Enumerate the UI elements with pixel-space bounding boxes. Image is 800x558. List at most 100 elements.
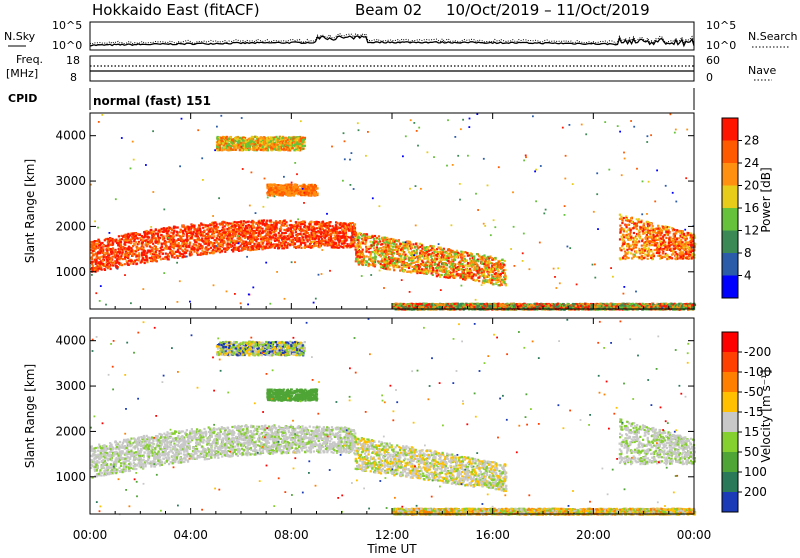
data-cell xyxy=(421,272,423,274)
data-cell xyxy=(619,238,621,240)
data-cell xyxy=(408,267,410,269)
data-cell xyxy=(236,240,238,242)
data-cell xyxy=(111,256,113,258)
data-cell xyxy=(385,247,387,249)
data-cell xyxy=(151,240,153,242)
data-cell xyxy=(641,245,643,247)
data-cell xyxy=(188,235,190,237)
data-cell xyxy=(416,256,418,258)
data-cell xyxy=(392,255,394,257)
data-cell xyxy=(644,254,646,256)
data-cell xyxy=(502,259,504,261)
data-cell xyxy=(647,253,649,255)
nsky-tick-low: 10^0 xyxy=(52,39,82,52)
data-cell xyxy=(205,253,207,255)
data-cell xyxy=(234,235,236,237)
data-cell xyxy=(153,248,155,250)
data-cell xyxy=(138,254,140,256)
data-cell xyxy=(124,243,126,245)
data-cell xyxy=(455,253,457,255)
data-cell xyxy=(380,260,382,262)
data-cell xyxy=(150,229,152,231)
data-cell xyxy=(279,222,281,224)
data-cell xyxy=(166,235,168,237)
data-cell xyxy=(464,279,466,281)
data-cell xyxy=(103,245,105,247)
data-cell xyxy=(395,243,397,245)
data-cell xyxy=(353,226,355,228)
data-cell xyxy=(275,220,277,222)
data-cell xyxy=(332,244,334,246)
data-cell xyxy=(120,241,122,243)
data-cell xyxy=(157,257,159,259)
data-cell xyxy=(164,243,166,245)
data-cell xyxy=(436,275,438,277)
data-cell xyxy=(312,232,314,234)
data-cell xyxy=(294,227,296,229)
data-cell xyxy=(157,234,159,236)
data-cell xyxy=(503,282,505,284)
data-cell xyxy=(320,233,322,235)
data-cell xyxy=(280,235,282,237)
data-cell xyxy=(449,254,451,256)
data-cell xyxy=(96,255,98,257)
data-cell xyxy=(138,258,140,260)
data-cell xyxy=(375,256,377,258)
data-cell xyxy=(419,266,421,268)
data-cell xyxy=(95,259,97,261)
data-cell xyxy=(428,253,430,255)
data-cell xyxy=(300,247,302,249)
data-cell xyxy=(430,262,432,264)
data-cell xyxy=(660,237,662,239)
data-cell xyxy=(343,222,345,224)
data-cell xyxy=(274,237,276,239)
data-cell xyxy=(227,243,229,245)
data-cell xyxy=(361,238,363,240)
data-cell xyxy=(344,230,346,232)
data-cell xyxy=(647,227,649,229)
data-cell xyxy=(307,226,309,228)
data-cell xyxy=(95,243,97,245)
data-cell xyxy=(146,230,148,232)
data-cell xyxy=(193,239,195,241)
data-cell xyxy=(462,271,464,273)
data-cell xyxy=(196,230,198,232)
data-cell xyxy=(104,239,106,241)
data-cell xyxy=(391,259,393,261)
data-cell xyxy=(144,234,146,236)
data-cell xyxy=(395,246,397,248)
data-cell xyxy=(640,221,642,223)
data-cell xyxy=(676,238,678,240)
data-cell xyxy=(182,245,184,247)
data-cell xyxy=(403,251,405,253)
data-cell xyxy=(133,240,135,242)
data-cell xyxy=(412,243,414,245)
data-cell xyxy=(316,235,318,237)
data-cell xyxy=(430,270,432,272)
data-cell xyxy=(157,236,159,238)
data-cell xyxy=(343,242,345,244)
data-cell xyxy=(333,229,335,231)
data-cell xyxy=(341,223,343,225)
data-cell xyxy=(273,245,275,247)
data-cell xyxy=(620,231,622,233)
data-cell xyxy=(632,241,634,243)
data-cell xyxy=(133,243,135,245)
data-cell xyxy=(158,250,160,252)
data-cell xyxy=(660,234,662,236)
data-cell xyxy=(210,241,212,243)
data-cell xyxy=(150,253,152,255)
data-cell xyxy=(413,256,415,258)
data-cell xyxy=(421,250,423,252)
data-cell xyxy=(444,256,446,258)
data-cell xyxy=(472,263,474,265)
data-cell xyxy=(454,265,456,267)
data-cell xyxy=(109,244,111,246)
data-cell xyxy=(438,251,440,253)
data-cell xyxy=(186,242,188,244)
power-heatmap xyxy=(90,113,696,311)
data-cell xyxy=(257,247,259,249)
data-cell xyxy=(110,268,112,270)
radar-title: Hokkaido East (fitACF) xyxy=(92,1,260,19)
data-cell xyxy=(430,249,432,251)
